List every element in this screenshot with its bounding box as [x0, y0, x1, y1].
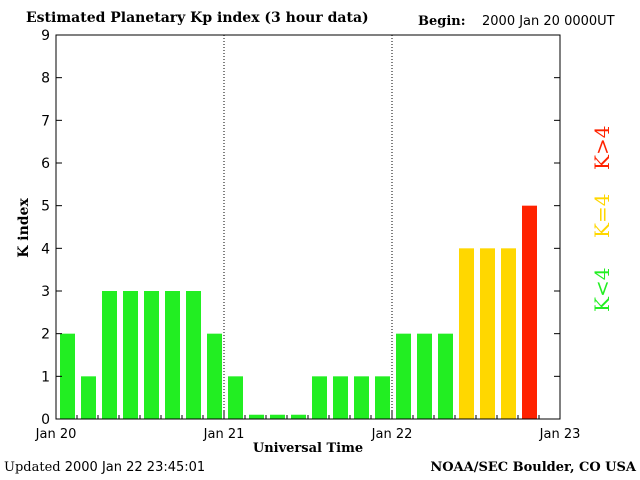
kp-bar: [459, 248, 474, 419]
kp-bar: [501, 248, 516, 419]
chart-title: Estimated Planetary Kp index (3 hour dat…: [26, 10, 369, 26]
y-tick-label: 1: [41, 369, 50, 385]
kp-bar: [417, 333, 432, 419]
kp-bar: [522, 205, 537, 419]
updated-timestamp: Updated 2000 Jan 22 23:45:01: [4, 460, 205, 475]
kp-bar: [354, 376, 369, 419]
kp-bar: [249, 414, 264, 419]
kp-bar: [333, 376, 348, 419]
x-axis: Jan 20 Jan 21 Jan 22 Jan 23: [35, 411, 581, 442]
x-tick-label: Jan 21: [203, 427, 245, 442]
legend-item-equal-4: K=4: [590, 193, 614, 238]
kp-bar: [438, 333, 453, 419]
y-axis-label: K index: [16, 198, 32, 258]
y-tick-label: 7: [41, 113, 50, 129]
x-tick-label: Jan 23: [539, 427, 581, 442]
kp-bar: [375, 376, 390, 419]
credit-text: NOAA/SEC Boulder, CO USA: [430, 460, 636, 475]
kp-bar: [186, 291, 201, 419]
begin-label: Begin:: [418, 14, 466, 29]
kp-bar: [270, 414, 285, 419]
bars-group: [60, 205, 537, 419]
y-tick-label: 2: [41, 327, 50, 343]
kp-bar: [291, 414, 306, 419]
kp-bar: [480, 248, 495, 419]
y-tick-label: 9: [41, 28, 50, 44]
legend-item-above-4: K>4: [590, 125, 614, 170]
kp-bar: [123, 291, 138, 419]
kp-bar: [102, 291, 117, 419]
day-separators: [223, 35, 393, 419]
kp-bar: [207, 333, 222, 419]
updated-label: Updated: [4, 460, 61, 475]
kp-bar: [165, 291, 180, 419]
x-tick-label: Jan 22: [371, 427, 413, 442]
x-axis-label: Universal Time: [253, 441, 363, 456]
y-tick-label: 5: [41, 199, 50, 215]
y-axis: 0 1 2 3 4 5 6 7 8 9: [41, 28, 560, 428]
y-tick-label: 0: [41, 412, 50, 428]
y-tick-label: 8: [41, 71, 50, 87]
kp-bar: [81, 376, 96, 419]
y-tick-label: 6: [41, 156, 50, 172]
updated-value: 2000 Jan 22 23:45:01: [64, 460, 206, 475]
kp-bar: [396, 333, 411, 419]
y-tick-label: 3: [41, 284, 50, 300]
kp-bar: [60, 333, 75, 419]
x-tick-label: Jan 20: [35, 427, 77, 442]
kp-bar: [312, 376, 327, 419]
kp-bar: [144, 291, 159, 419]
y-tick-label: 4: [41, 241, 50, 257]
legend-item-below-4: K<4: [590, 267, 614, 312]
begin-value: 2000 Jan 20 0000UT: [482, 14, 615, 29]
kp-bar: [228, 376, 243, 419]
